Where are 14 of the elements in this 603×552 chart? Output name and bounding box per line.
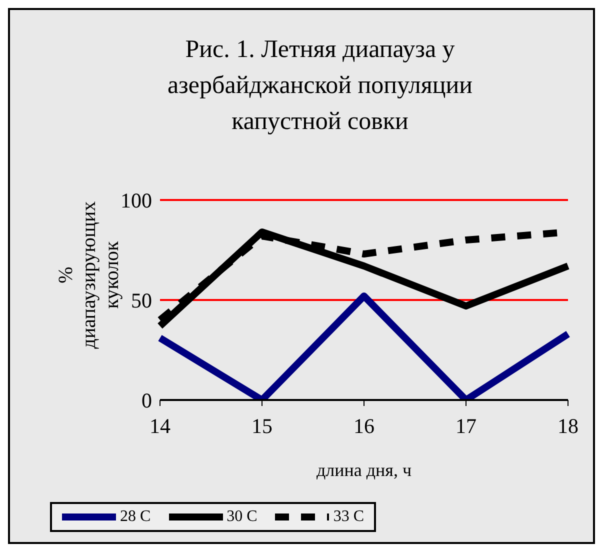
legend-label: 28 C <box>120 508 151 526</box>
y-axis-title: % диапаузирующих куколок <box>55 201 123 349</box>
x-tick-label: 15 <box>252 414 272 438</box>
x-tick-label: 16 <box>354 414 374 438</box>
chart-title: Рис. 1. Летняя диапауза у азербайджанской популяции капустной совки <box>166 35 474 137</box>
x-tick-label: 14 <box>150 414 171 438</box>
legend-label: 30 C <box>226 508 258 526</box>
x-tick-label: 18 <box>558 414 578 438</box>
x-tick-label: 17 <box>456 414 476 438</box>
y-tick-label: 50 <box>131 288 152 312</box>
y-tick-label: 100 <box>120 188 152 212</box>
x-axis-title: длина дня, ч <box>316 460 412 480</box>
legend-label: 33 C <box>333 508 364 526</box>
y-tick-label: 0 <box>142 388 152 412</box>
